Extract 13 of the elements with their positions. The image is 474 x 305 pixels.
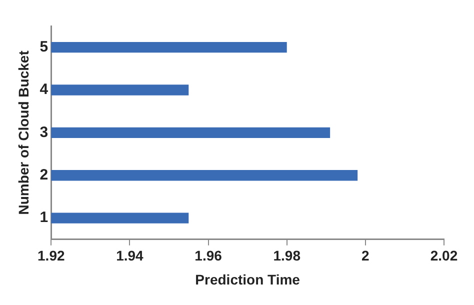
- y-tick-label: 1: [40, 209, 48, 226]
- x-tick-label: 1.98: [273, 248, 301, 264]
- x-tick-label: 1.92: [38, 248, 65, 264]
- x-tick-label: 1.94: [116, 248, 144, 264]
- x-axis-title: Prediction Time: [195, 271, 300, 288]
- y-tick-label: 5: [40, 38, 48, 56]
- x-tick-label: 1.96: [194, 248, 222, 264]
- y-tick-label: 2: [40, 166, 48, 184]
- x-tick-label: 2.02: [430, 248, 458, 264]
- y-tick-label: 3: [40, 124, 48, 141]
- y-tick-label: 4: [40, 81, 49, 98]
- x-tick-label: 2: [362, 248, 370, 264]
- y-axis-title: Number of Cloud Bucket: [15, 50, 32, 215]
